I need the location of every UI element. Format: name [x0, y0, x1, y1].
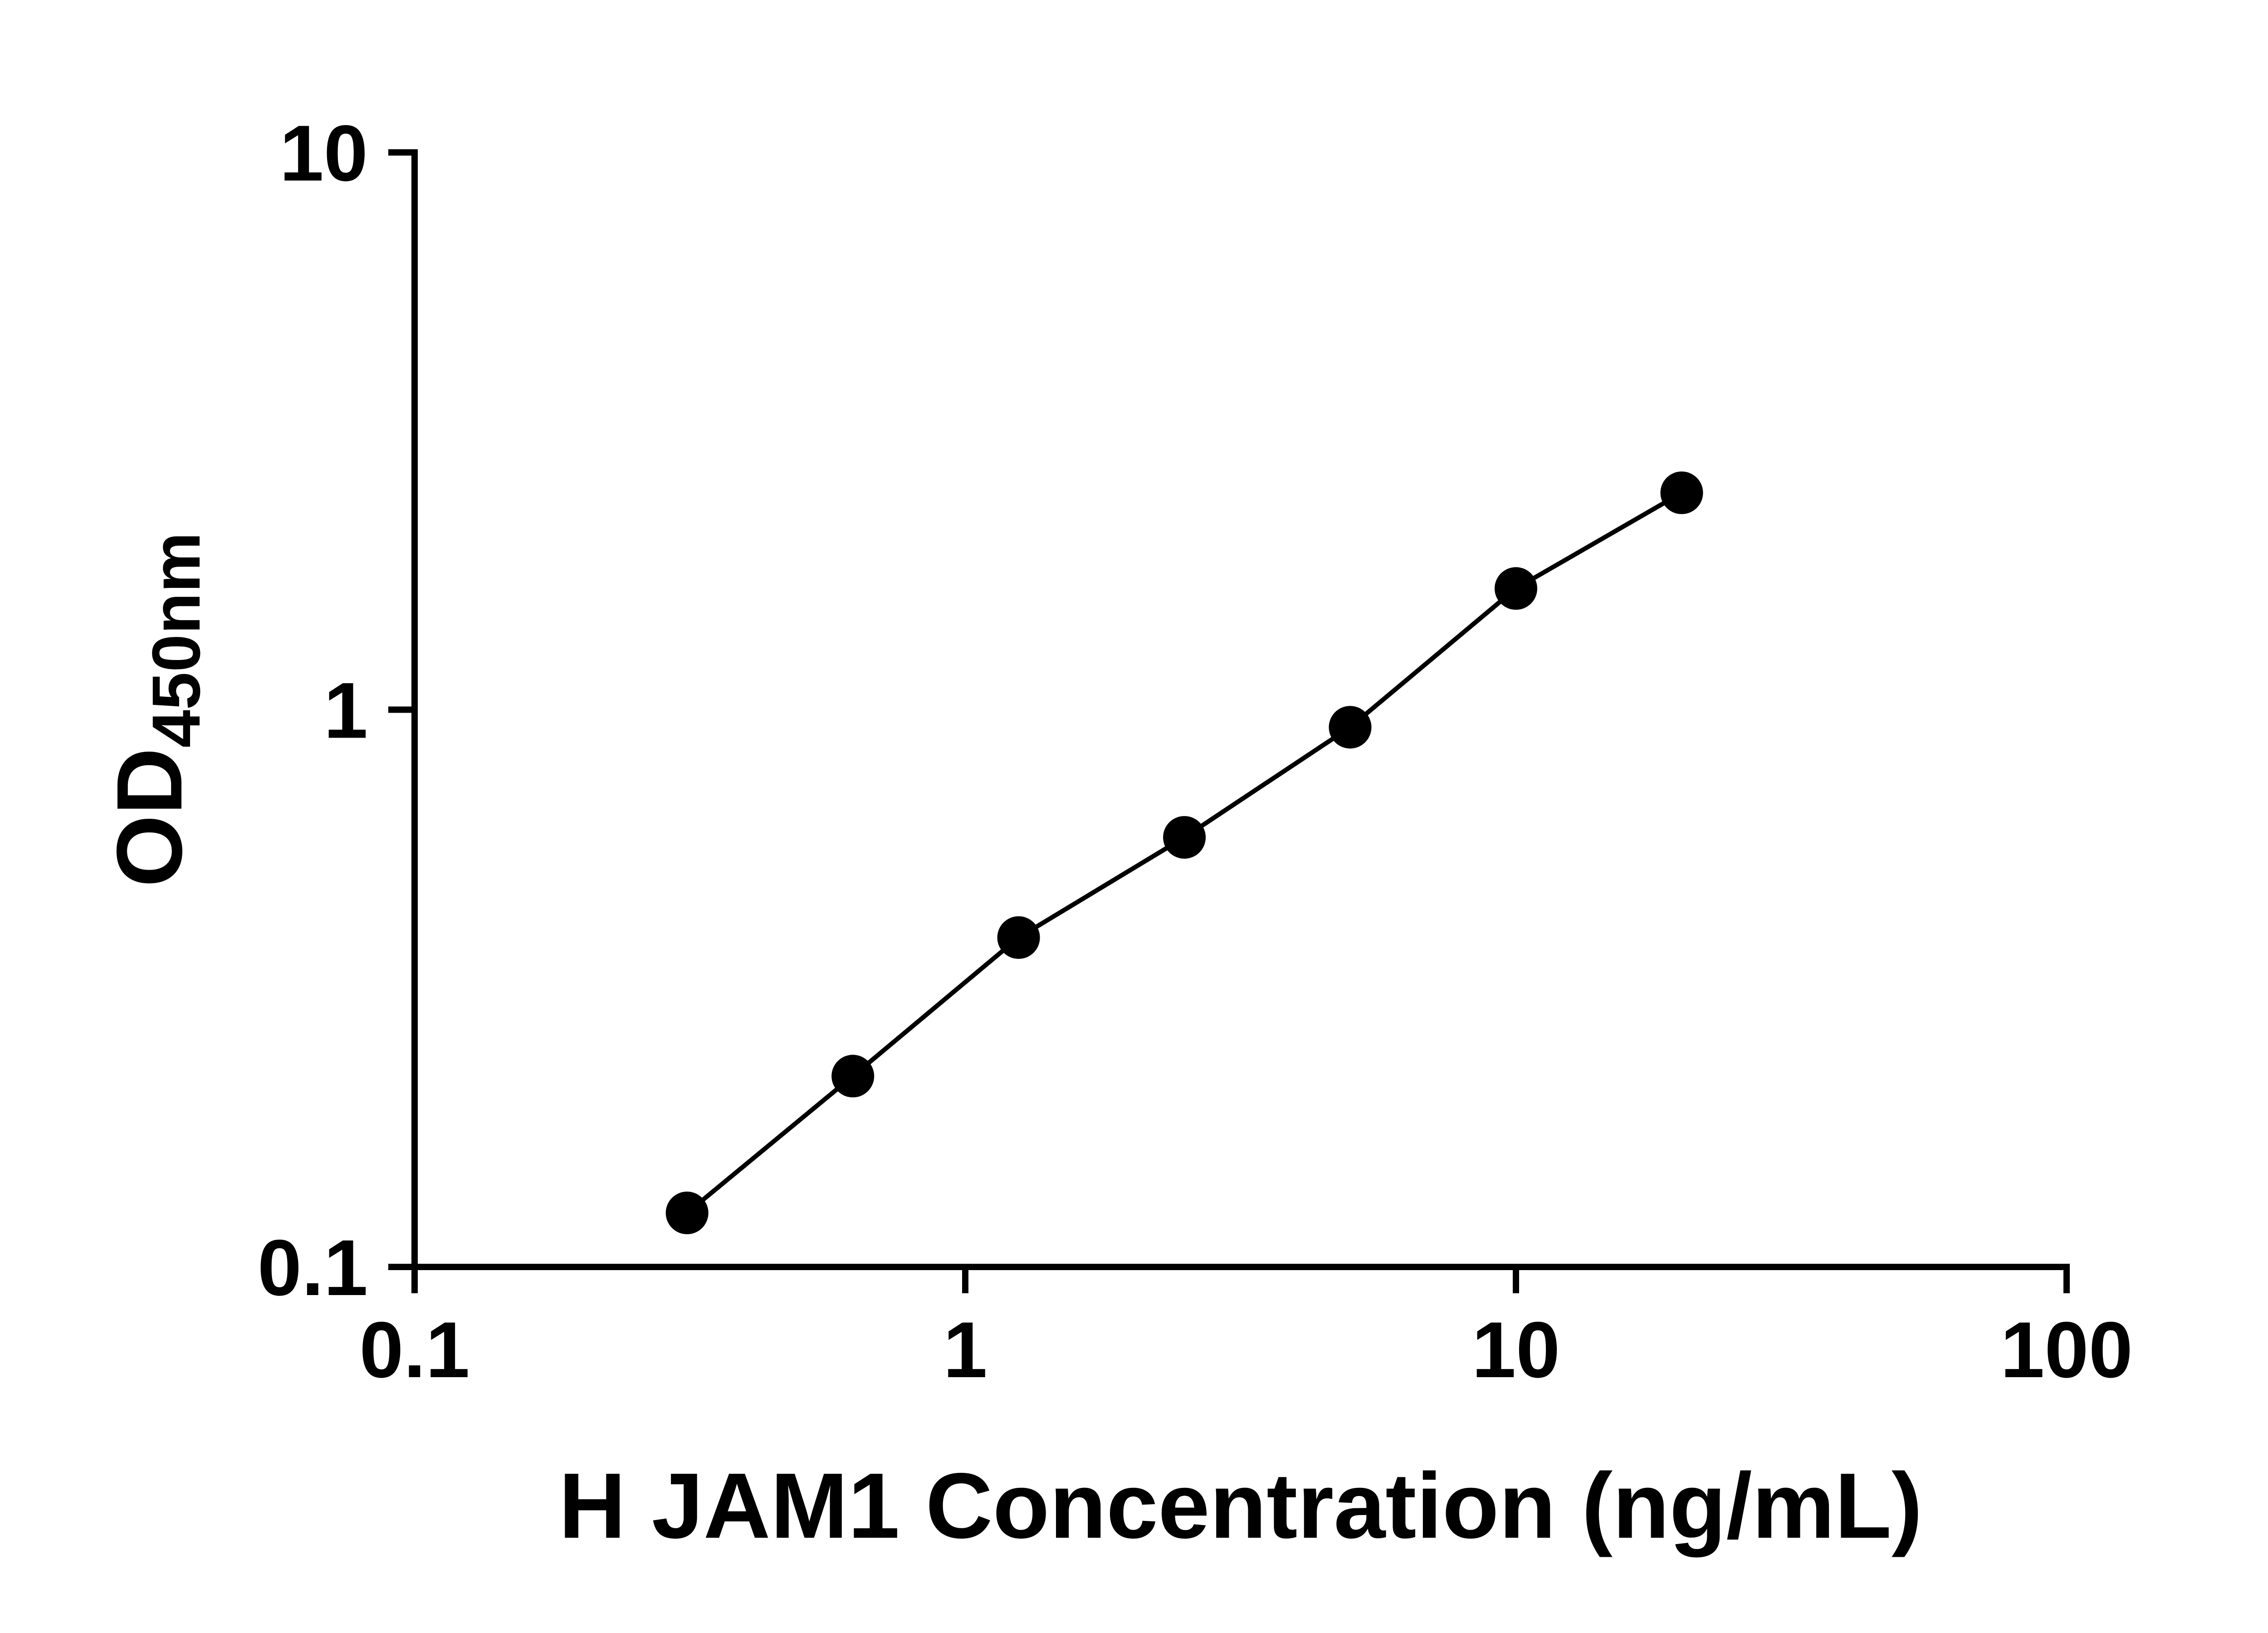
data-point	[831, 1055, 875, 1098]
y-axis-title-subscript: 450nm	[138, 532, 214, 748]
y-tick-label: 0.1	[258, 1224, 368, 1312]
data-point	[997, 916, 1040, 959]
x-tick-label: 10	[1472, 1306, 1560, 1394]
y-tick-label: 1	[324, 667, 368, 755]
data-point	[1495, 567, 1537, 610]
x-tick-label: 100	[2000, 1306, 2133, 1394]
data-point	[665, 1191, 709, 1234]
y-tick-label: 10	[279, 109, 368, 198]
y-axis-title-main: OD	[98, 748, 201, 887]
x-tick-label: 1	[943, 1306, 987, 1394]
data-point	[1329, 706, 1372, 749]
y-axis-title: OD450nm	[98, 532, 214, 887]
x-tick-label: 0.1	[359, 1306, 469, 1394]
x-axis-title: H JAM1 Concentration (ng/mL)	[559, 1454, 1923, 1558]
data-point	[1660, 471, 1703, 514]
data-point	[1163, 816, 1206, 859]
